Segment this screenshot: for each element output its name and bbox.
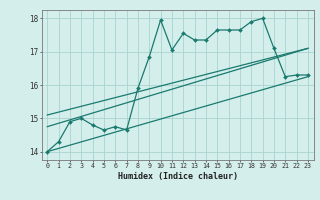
X-axis label: Humidex (Indice chaleur): Humidex (Indice chaleur) <box>118 172 237 181</box>
